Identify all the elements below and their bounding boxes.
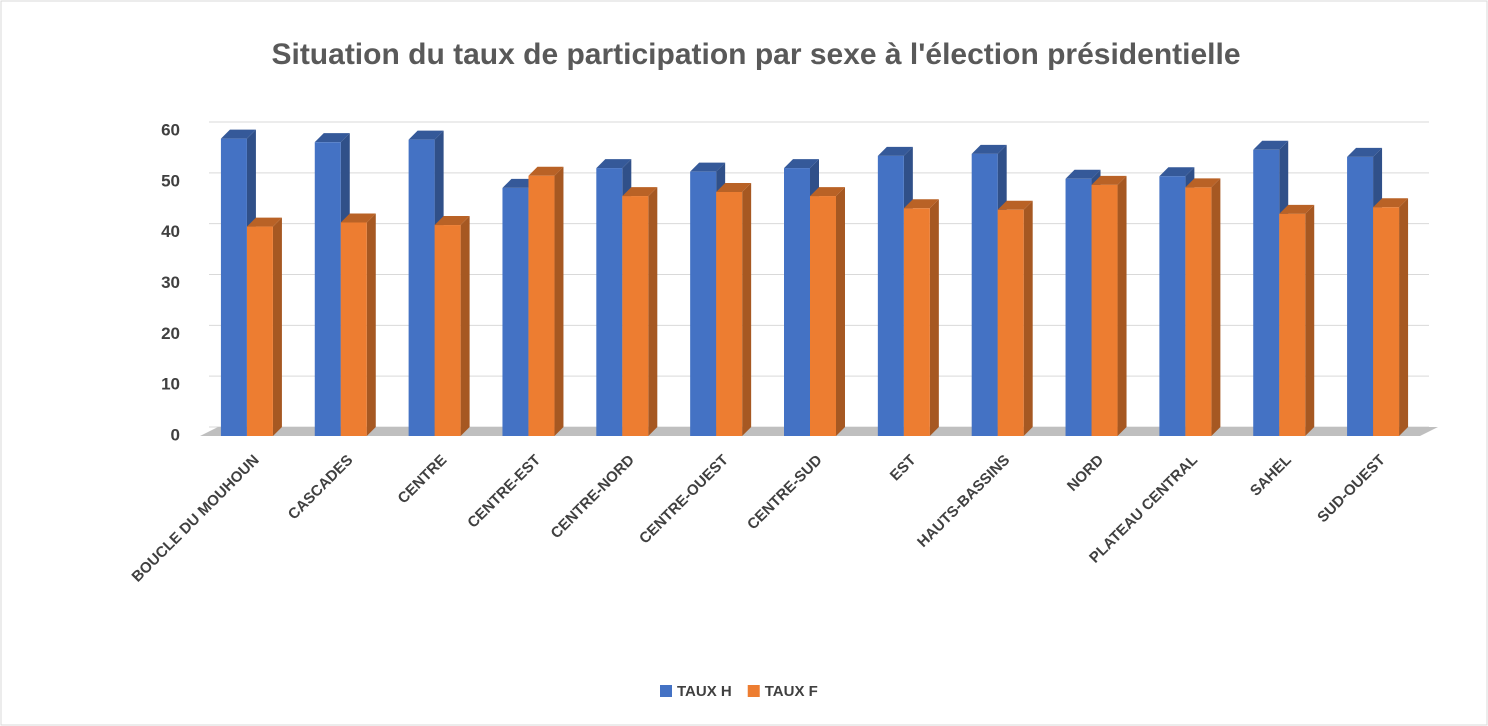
legend-swatch xyxy=(747,685,760,697)
bar-top xyxy=(1065,169,1101,179)
y-tick-label: 50 xyxy=(161,171,180,190)
bar-side xyxy=(272,217,282,436)
bar xyxy=(1253,149,1280,436)
y-tick-label: 60 xyxy=(161,120,180,139)
bar xyxy=(340,222,367,436)
bar xyxy=(1279,213,1306,436)
bar xyxy=(246,226,273,436)
bar-top xyxy=(716,183,752,192)
bar xyxy=(622,196,649,436)
bar-top xyxy=(877,146,913,156)
legend-label: TAUX H xyxy=(677,683,732,700)
bar xyxy=(408,139,435,436)
bar-top xyxy=(220,129,256,139)
y-tick-label: 0 xyxy=(171,425,180,444)
bar xyxy=(784,168,810,436)
bar xyxy=(220,138,247,436)
bar-top xyxy=(1185,178,1221,188)
bar-side xyxy=(1399,198,1409,436)
y-tick-label: 40 xyxy=(161,222,180,241)
bar-side xyxy=(1211,178,1221,437)
bar-top xyxy=(1159,167,1195,177)
bar-top xyxy=(971,144,1007,154)
bar-top xyxy=(622,187,658,197)
bar-top xyxy=(1373,198,1409,208)
bar-top xyxy=(997,200,1033,210)
bar-top xyxy=(810,187,845,197)
y-tick-label: 30 xyxy=(161,273,180,292)
bar-top xyxy=(1347,147,1383,157)
bar-top xyxy=(246,217,282,227)
bar xyxy=(810,196,836,436)
bar-side xyxy=(460,216,470,436)
bar-side xyxy=(1023,200,1033,436)
y-tick-label: 20 xyxy=(161,324,180,343)
bar-top xyxy=(1091,175,1127,185)
bar-side xyxy=(554,166,564,436)
bar-side xyxy=(366,213,376,436)
bar xyxy=(434,225,461,436)
bar xyxy=(1091,184,1118,436)
bar xyxy=(971,153,998,436)
bar-top xyxy=(340,213,376,223)
bar-top xyxy=(596,159,632,169)
bar xyxy=(997,209,1024,436)
bar xyxy=(528,175,555,436)
chart-title: Situation du taux de participation par s… xyxy=(271,38,1240,71)
bar xyxy=(716,192,743,436)
legend-swatch xyxy=(660,685,672,697)
bar-top xyxy=(1253,140,1289,150)
bar xyxy=(1185,187,1212,436)
bar-top xyxy=(690,162,726,172)
bar xyxy=(1373,207,1400,436)
bar xyxy=(596,168,623,436)
bar xyxy=(314,142,341,436)
bar-top xyxy=(408,130,444,140)
bar xyxy=(1065,178,1092,437)
bar-side xyxy=(648,187,658,436)
bar xyxy=(877,155,904,437)
bar xyxy=(903,208,930,436)
y-tick-label: 10 xyxy=(161,375,180,394)
bar-top xyxy=(528,166,564,176)
bar xyxy=(1159,176,1186,436)
legend-label: TAUX F xyxy=(765,683,818,700)
bar-side xyxy=(836,187,845,436)
bar-top xyxy=(434,216,470,226)
bar-side xyxy=(929,199,939,436)
bar xyxy=(502,187,529,436)
bar-side xyxy=(1117,175,1127,436)
bar-top xyxy=(1279,204,1315,214)
bar-top xyxy=(903,199,939,209)
bar-side xyxy=(1305,204,1315,436)
bar xyxy=(690,171,717,436)
bar-top xyxy=(784,159,819,169)
bar xyxy=(1347,156,1374,437)
bar-top xyxy=(314,133,350,143)
bar-side xyxy=(742,183,752,436)
